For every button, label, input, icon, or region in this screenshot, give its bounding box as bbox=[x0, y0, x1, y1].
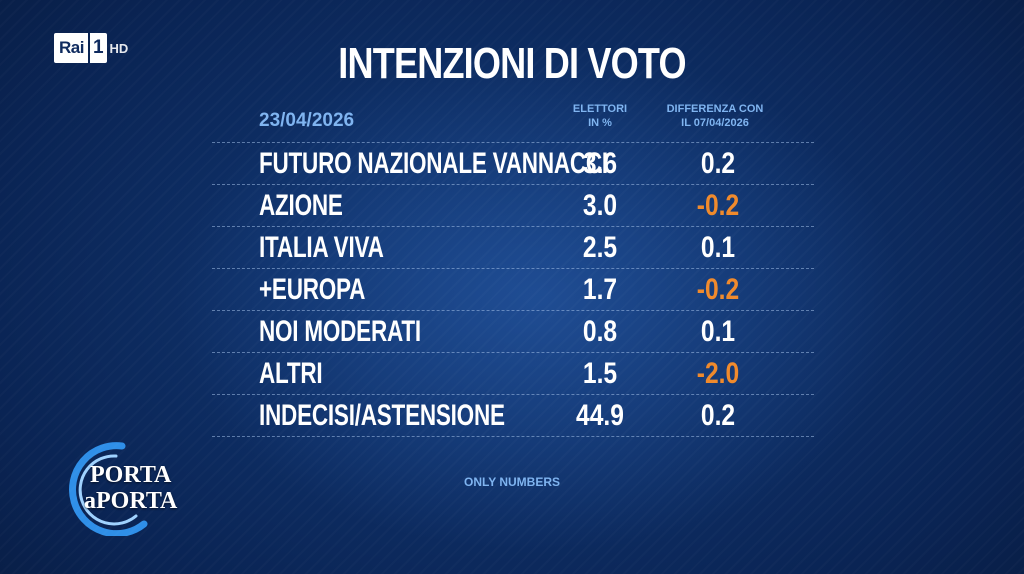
show-logo-ring-icon bbox=[69, 442, 148, 536]
poll-date: 23/04/2026 bbox=[259, 110, 355, 131]
party-name: INDECISI/ASTENSIONE bbox=[259, 399, 505, 432]
column-header-difference-line2: IL 07/04/2026 bbox=[681, 117, 749, 129]
difference-value: 0.1 bbox=[700, 231, 736, 264]
party-name: ALTRI bbox=[259, 357, 323, 390]
footnote: ONLY NUMBERS bbox=[463, 475, 561, 489]
show-logo-line2: aPORTA bbox=[84, 488, 178, 514]
party-name: +EUROPA bbox=[259, 273, 366, 306]
show-logo: PORTA aPORTA bbox=[44, 436, 194, 536]
column-header-voters: ELETTORI IN % bbox=[550, 102, 650, 130]
table-row: FUTURO NAZIONALE VANNACCI 3.6 0.2 bbox=[212, 143, 814, 185]
difference-value: -0.2 bbox=[696, 189, 740, 222]
table-row: AZIONE 3.0 -0.2 bbox=[212, 185, 814, 227]
show-logo-line1: PORTA bbox=[90, 462, 172, 488]
party-name: FUTURO NAZIONALE VANNACCI bbox=[259, 147, 608, 180]
party-name: NOI MODERATI bbox=[259, 315, 421, 348]
difference-value: -0.2 bbox=[696, 273, 740, 306]
voters-percent: 44.9 bbox=[576, 399, 624, 432]
channel-number: 1 bbox=[89, 33, 107, 63]
voters-percent: 1.7 bbox=[582, 273, 618, 306]
column-header-difference: DIFFERENZA CON IL 07/04/2026 bbox=[640, 102, 790, 130]
channel-name: Rai bbox=[54, 33, 88, 63]
channel-suffix: HD bbox=[109, 40, 129, 56]
difference-value: -2.0 bbox=[696, 357, 740, 390]
column-header-voters-line1: ELETTORI bbox=[572, 103, 628, 115]
party-name: ITALIA VIVA bbox=[259, 231, 384, 264]
page-title: INTENZIONI DI VOTO bbox=[338, 39, 686, 88]
table-row: NOI MODERATI 0.8 0.1 bbox=[212, 311, 814, 353]
difference-value: 0.1 bbox=[700, 315, 736, 348]
channel-logo: Rai 1 HD bbox=[54, 33, 128, 63]
voters-percent: 1.5 bbox=[582, 357, 618, 390]
difference-value: 0.2 bbox=[700, 147, 736, 180]
voters-percent: 3.6 bbox=[582, 147, 618, 180]
difference-value: 0.2 bbox=[700, 399, 736, 432]
table-row: +EUROPA 1.7 -0.2 bbox=[212, 269, 814, 311]
poll-table: FUTURO NAZIONALE VANNACCI 3.6 0.2 AZIONE… bbox=[212, 142, 814, 437]
table-row: INDECISI/ASTENSIONE 44.9 0.2 bbox=[212, 395, 814, 437]
voters-percent: 0.8 bbox=[582, 315, 618, 348]
column-header-voters-line2: IN % bbox=[588, 117, 612, 129]
table-row: ITALIA VIVA 2.5 0.1 bbox=[212, 227, 814, 269]
voters-percent: 2.5 bbox=[582, 231, 618, 264]
table-row: ALTRI 1.5 -2.0 bbox=[212, 353, 814, 395]
voters-percent: 3.0 bbox=[582, 189, 618, 222]
column-header-difference-line1: DIFFERENZA CON bbox=[666, 103, 764, 115]
party-name: AZIONE bbox=[259, 189, 343, 222]
